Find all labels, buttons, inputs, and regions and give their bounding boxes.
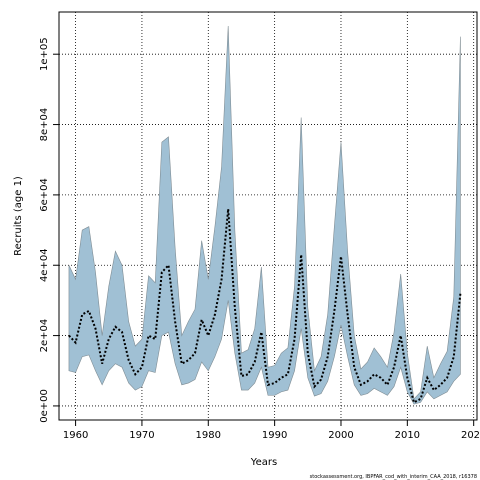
source-caption: stockassessment.org, IBPFAR_cod_with_int… (310, 474, 477, 480)
plot-frame (58, 11, 478, 421)
x-tick-label: 1980 (196, 430, 221, 441)
y-tick-label: 4e+04 (39, 248, 50, 282)
y-axis: 0e+00 2e+04 4e+04 6e+04 8e+04 1e+05 (39, 37, 59, 423)
x-tick-label: 1960 (63, 430, 88, 441)
y-tick-label: 0e+00 (39, 389, 50, 423)
estimate-line (68, 208, 462, 404)
y-axis-title: Recruits (age 1) (13, 176, 24, 256)
y-tick-label: 1e+05 (39, 37, 50, 71)
y-tick-label: 6e+04 (39, 178, 50, 212)
x-tick-label: 2010 (395, 430, 420, 441)
x-axis-title: Years (250, 457, 277, 468)
y-tick-label: 8e+04 (39, 108, 50, 142)
x-tick-label: 2000 (328, 430, 353, 441)
x-tick-label: 1990 (262, 430, 287, 441)
x-tick-label: 1970 (129, 430, 154, 441)
confidence-band (68, 26, 461, 405)
y-tick-label: 2e+04 (39, 319, 50, 353)
